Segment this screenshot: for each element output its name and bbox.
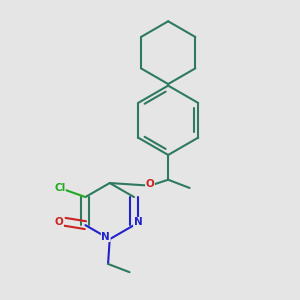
Text: N: N (101, 232, 110, 242)
Text: O: O (146, 179, 154, 189)
Text: Cl: Cl (54, 183, 65, 193)
Text: N: N (134, 218, 142, 227)
Text: O: O (55, 217, 63, 227)
